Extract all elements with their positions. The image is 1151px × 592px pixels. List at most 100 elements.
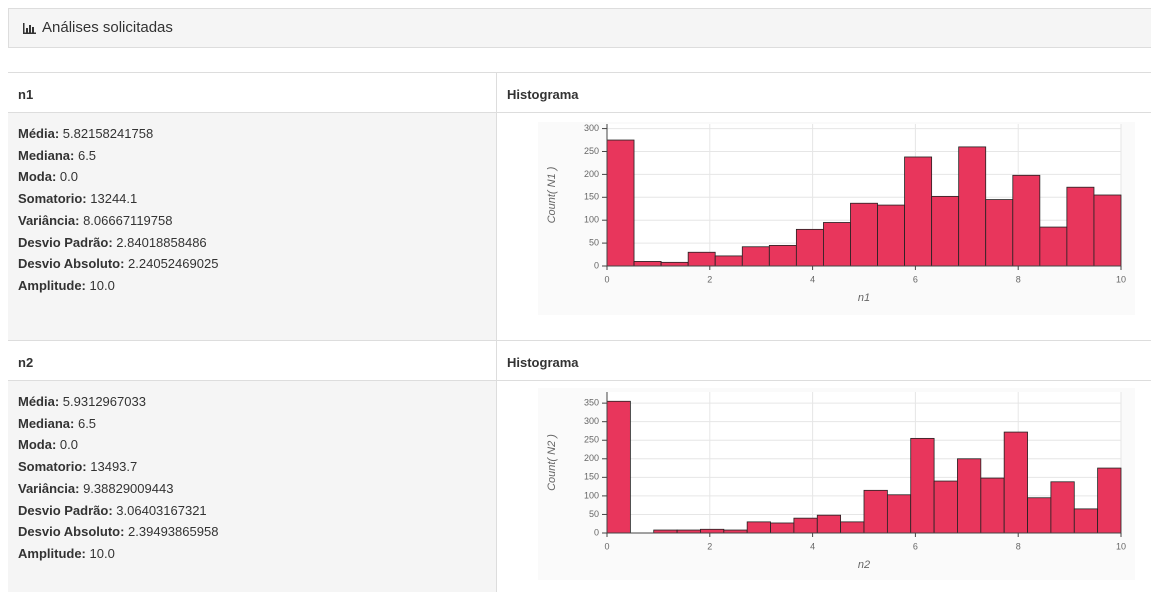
chart-cell	[496, 112, 1151, 340]
histogram: 0 50 100 150 200 250 300 0 2 4 6 8 10 n1 Count( N1 )	[546, 123, 1126, 304]
x-tick-label: 0	[604, 274, 609, 284]
bar	[1093, 194, 1122, 267]
stat-row: Média: 5.9312967033	[18, 391, 486, 413]
y-tick-label: 300	[584, 123, 599, 133]
stat-label: Somatorio:	[18, 191, 87, 207]
y-tick-label: 350	[584, 398, 599, 408]
bar	[1012, 174, 1041, 267]
stat-label: Desvio Absoluto:	[18, 524, 125, 540]
y-tick-label: 0	[594, 527, 599, 537]
bar	[958, 146, 987, 267]
stat-value: 2.84018858486	[116, 234, 207, 250]
x-axis-label: n2	[858, 559, 870, 571]
stats-cell: Média: 5.9312967033 Mediana: 6.5 Moda: 0.0…	[8, 380, 496, 592]
x-axis-label: n1	[858, 292, 870, 304]
bar	[910, 437, 935, 534]
chart-cell	[496, 380, 1151, 592]
bar	[840, 521, 865, 534]
stat-label: Amplitude:	[18, 277, 86, 293]
bar	[687, 251, 716, 267]
bar	[606, 139, 635, 267]
stat-label: Média:	[18, 126, 60, 141]
stat-row: Amplitude: 10.0	[18, 275, 486, 297]
x-tick-label: 4	[810, 274, 815, 284]
bar	[714, 255, 743, 267]
stats-cell: Média: 5.82158241758 Mediana: 6.5 Moda: 0.…	[8, 112, 496, 340]
histogram: 0 50 100 150 200 250 300 350 0 2 4 6 8 10 n2 Count( N2 …	[546, 392, 1126, 571]
y-tick-label: 50	[589, 509, 599, 519]
stat-label: Somatorio:	[18, 459, 87, 475]
stat-row: Somatorio: 13493.7	[18, 456, 486, 478]
x-tick-label: 0	[604, 541, 609, 551]
stat-label: Média:	[18, 394, 60, 409]
y-tick-label: 150	[584, 192, 599, 202]
stat-row: Somatorio: 13244.1	[18, 188, 486, 210]
bar	[795, 228, 824, 267]
y-tick-label: 250	[584, 146, 599, 156]
bar	[1027, 497, 1052, 534]
stat-value: 6.5	[77, 147, 97, 163]
bar	[823, 222, 851, 267]
stat-row: Variância: 8.06667119758	[18, 210, 486, 232]
stat-label: Mediana:	[18, 415, 75, 431]
stat-label: Moda:	[18, 437, 57, 453]
bar	[768, 244, 797, 267]
bar	[1097, 467, 1122, 534]
column-header: n1	[8, 72, 496, 112]
y-tick-label: 200	[584, 169, 599, 179]
bar	[1039, 226, 1068, 267]
bar	[985, 199, 1014, 267]
bar	[904, 156, 933, 267]
x-tick-label: 8	[1016, 541, 1021, 551]
y-axis-label: Count( N1 )	[546, 166, 558, 223]
x-tick-label: 6	[913, 274, 918, 284]
y-tick-label: 200	[584, 453, 599, 463]
bar	[793, 517, 818, 534]
chart-icon	[23, 23, 36, 34]
bar	[886, 494, 912, 534]
stat-row: Desvio Absoluto: 2.39493865958	[18, 521, 486, 543]
bar	[700, 528, 725, 534]
stat-label: Variância:	[18, 212, 80, 228]
bar	[741, 246, 770, 267]
chart-area: 0 50 100 150 200 250 300 0 2 4 6 8 10 n1 Count( N1 )	[538, 122, 1135, 315]
stat-label: Amplitude:	[18, 545, 86, 561]
x-tick-label: 10	[1116, 541, 1126, 551]
bar	[606, 400, 631, 534]
stat-row: Mediana: 6.5	[18, 145, 486, 167]
stat-value: 9.38829009443	[83, 480, 174, 496]
stat-value: 5.9312967033	[62, 394, 146, 409]
stat-label: Desvio Absoluto:	[18, 256, 125, 272]
x-tick-label: 4	[810, 541, 815, 551]
bar	[850, 202, 878, 267]
bar	[1003, 431, 1028, 534]
stat-label: Mediana:	[18, 147, 75, 163]
stat-label: Moda:	[18, 169, 57, 185]
bar	[931, 195, 960, 267]
x-tick-label: 2	[707, 541, 712, 551]
stat-value: 10.0	[89, 545, 115, 561]
bar	[877, 204, 905, 267]
bar	[770, 522, 795, 534]
chart-area: 0 50 100 150 200 250 300 350 0 2 4 6 8 10 n2 Count( N2 …	[538, 388, 1135, 580]
y-tick-label: 250	[584, 435, 599, 445]
x-tick-label: 10	[1116, 274, 1126, 284]
x-tick-label: 2	[707, 274, 712, 284]
stat-label: Desvio Padrão:	[18, 234, 113, 250]
stat-label: Variância:	[18, 480, 80, 496]
stat-row: Amplitude: 10.0	[18, 543, 486, 565]
stat-row: Desvio Padrão: 3.06403167321	[18, 500, 486, 522]
bar	[1073, 508, 1099, 534]
bar	[746, 521, 771, 534]
y-tick-label: 100	[584, 215, 599, 225]
stat-row: Moda: 0.0	[18, 434, 486, 456]
y-tick-label: 150	[584, 472, 599, 482]
stat-value: 13493.7	[90, 459, 138, 475]
bar	[660, 261, 689, 267]
column-header: Histograma	[496, 72, 1151, 112]
stat-row: Mediana: 6.5	[18, 413, 486, 435]
x-tick-label: 8	[1016, 274, 1021, 284]
stat-row: Desvio Absoluto: 2.24052469025	[18, 253, 486, 275]
stat-label: Desvio Padrão:	[18, 502, 113, 518]
